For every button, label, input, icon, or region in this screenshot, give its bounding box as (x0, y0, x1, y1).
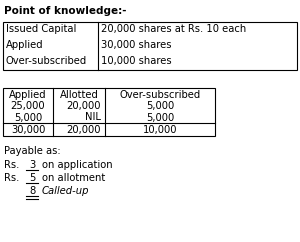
Text: 3: 3 (30, 160, 36, 170)
Text: Called-up: Called-up (42, 186, 89, 196)
Text: Rs.: Rs. (4, 160, 20, 170)
Text: 5,000: 5,000 (146, 101, 174, 112)
Text: Issued Capital: Issued Capital (6, 24, 76, 34)
Text: 5,000: 5,000 (14, 113, 42, 122)
Bar (3, 88, 215, 136)
Text: Over-subscribed: Over-subscribed (6, 56, 87, 66)
Text: 10,000: 10,000 (143, 124, 177, 135)
Text: on application: on application (42, 160, 112, 170)
Text: Payable as:: Payable as: (4, 146, 61, 156)
Text: 5,000: 5,000 (146, 113, 174, 122)
Text: 25,000: 25,000 (11, 101, 45, 112)
Text: 10,000 shares: 10,000 shares (101, 56, 172, 66)
Text: 30,000: 30,000 (11, 124, 45, 135)
Text: on allotment: on allotment (42, 173, 105, 183)
Text: Allotted: Allotted (60, 90, 98, 99)
Text: 8: 8 (30, 186, 36, 196)
Text: 20,000: 20,000 (67, 101, 101, 112)
Bar (3, 22, 297, 70)
Text: Applied: Applied (6, 40, 43, 50)
Text: 20,000: 20,000 (67, 124, 101, 135)
Text: Over-subscribed: Over-subscribed (119, 90, 201, 99)
Text: 30,000 shares: 30,000 shares (101, 40, 172, 50)
Text: Point of knowledge:-: Point of knowledge:- (4, 6, 127, 16)
Text: 5: 5 (30, 173, 36, 183)
Text: Rs.: Rs. (4, 173, 20, 183)
Text: Applied: Applied (9, 90, 47, 99)
Text: NIL: NIL (85, 113, 101, 122)
Text: 20,000 shares at Rs. 10 each: 20,000 shares at Rs. 10 each (101, 24, 246, 34)
